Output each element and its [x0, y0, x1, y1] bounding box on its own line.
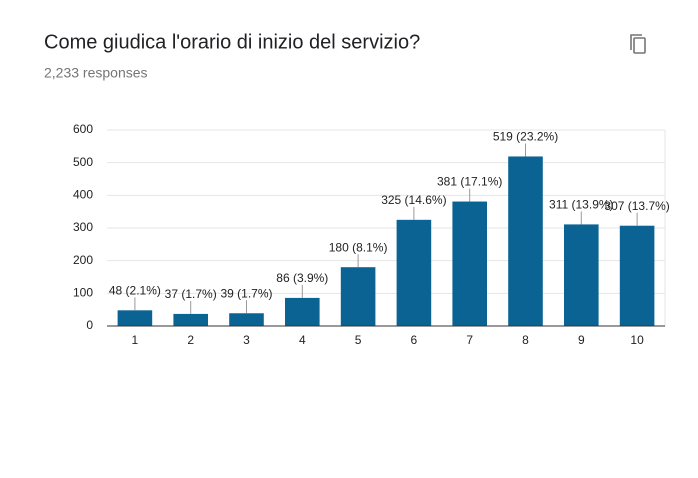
bar: [564, 224, 599, 326]
bar: [173, 313, 208, 326]
bar: [396, 219, 432, 326]
y-tick-label: 100: [73, 286, 93, 300]
y-tick-label: 600: [73, 122, 93, 136]
bar: [117, 310, 153, 326]
bar: [508, 156, 543, 326]
value-label: 325 (14.6%): [381, 193, 446, 207]
y-tick-label: 300: [73, 220, 93, 234]
bar: [619, 225, 655, 326]
x-tick-label: 2: [187, 333, 194, 347]
copy-icon-back: [630, 34, 642, 50]
value-label: 48 (2.1%): [109, 283, 161, 297]
chart-title: Come giudica l'orario di inizio del serv…: [44, 31, 420, 53]
value-label: 381 (17.1%): [437, 175, 502, 189]
x-tick-label: 7: [466, 333, 473, 347]
value-label: 311 (13.9%): [549, 198, 613, 212]
value-label: 39 (1.7%): [220, 286, 272, 300]
y-tick-label: 0: [86, 318, 93, 332]
value-label: 86 (3.9%): [276, 271, 328, 285]
y-tick-label: 200: [73, 253, 93, 267]
x-tick-label: 10: [630, 333, 644, 347]
x-tick-label: 9: [578, 333, 585, 347]
x-tick-label: 4: [299, 333, 306, 347]
bar: [340, 267, 376, 326]
value-label: 519 (23.2%): [493, 130, 558, 144]
x-tick-label: 1: [132, 333, 139, 347]
x-tick-label: 3: [243, 333, 250, 347]
y-tick-label: 400: [73, 188, 93, 202]
x-tick-label: 5: [355, 333, 362, 347]
copy-icon[interactable]: [630, 34, 646, 54]
value-label: 37 (1.7%): [165, 287, 217, 301]
bar: [229, 313, 264, 326]
x-tick-label: 8: [522, 333, 529, 347]
copy-icon-front: [633, 37, 646, 54]
value-label: 180 (8.1%): [329, 240, 388, 254]
y-tick-label: 500: [73, 155, 93, 169]
bar: [285, 297, 320, 326]
x-tick-label: 6: [411, 333, 418, 347]
bar: [452, 201, 487, 326]
value-label: 307 (13.7%): [604, 199, 669, 213]
response-count: 2,233 responses: [44, 65, 148, 81]
